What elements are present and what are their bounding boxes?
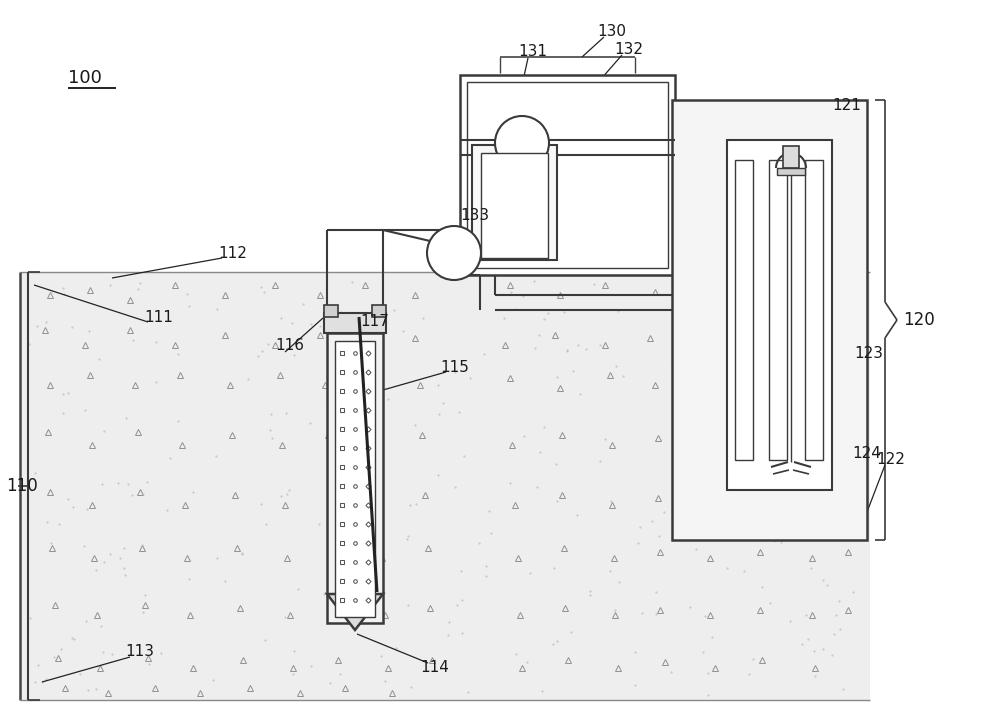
Bar xyxy=(805,160,823,460)
Text: 112: 112 xyxy=(218,247,247,262)
Text: 110: 110 xyxy=(6,477,38,495)
Text: 131: 131 xyxy=(518,45,547,60)
Bar xyxy=(783,146,799,168)
Text: 123: 123 xyxy=(854,347,883,361)
Polygon shape xyxy=(20,272,870,700)
Text: 121: 121 xyxy=(832,99,861,113)
Text: 133: 133 xyxy=(460,208,489,224)
Text: 100: 100 xyxy=(68,69,102,87)
Bar xyxy=(777,168,805,175)
Text: 114: 114 xyxy=(420,660,449,676)
Polygon shape xyxy=(327,594,383,630)
Circle shape xyxy=(427,226,481,280)
Text: 115: 115 xyxy=(440,360,469,374)
Bar xyxy=(324,313,386,333)
Bar xyxy=(324,305,338,317)
Bar xyxy=(460,75,675,275)
Text: 120: 120 xyxy=(903,311,935,329)
Text: 132: 132 xyxy=(614,42,643,56)
Text: 122: 122 xyxy=(876,453,905,467)
Bar xyxy=(372,305,386,317)
Text: 111: 111 xyxy=(144,311,173,325)
Bar xyxy=(472,145,557,260)
Text: 130: 130 xyxy=(597,24,626,38)
Bar xyxy=(769,160,787,460)
Bar xyxy=(481,153,548,258)
Text: 124: 124 xyxy=(852,446,881,461)
Bar xyxy=(467,82,668,268)
Text: 116: 116 xyxy=(275,338,304,353)
Text: 117: 117 xyxy=(360,314,389,329)
Text: 113: 113 xyxy=(125,645,154,660)
Bar xyxy=(727,140,832,490)
Bar xyxy=(672,100,867,540)
Bar xyxy=(735,160,753,460)
Bar xyxy=(335,341,375,617)
Circle shape xyxy=(495,116,549,170)
Bar xyxy=(327,333,383,623)
